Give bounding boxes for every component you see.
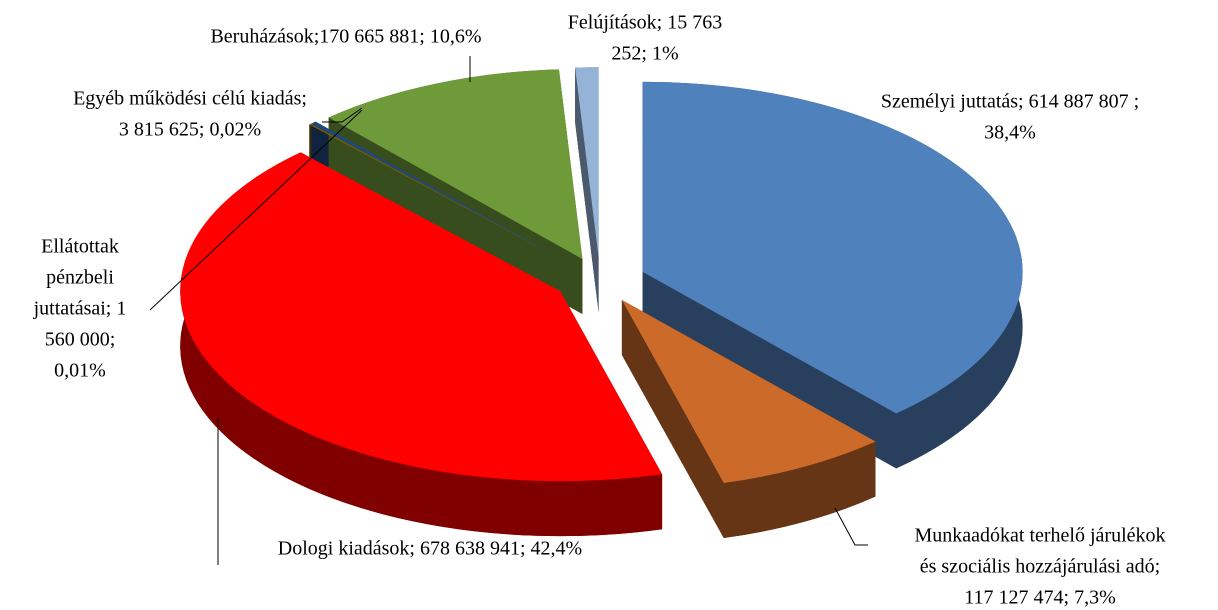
data-label: juttatásai; 1	[33, 298, 127, 320]
pie-slice	[180, 152, 663, 482]
data-label: 117 127 474; 7,3%	[964, 587, 1115, 609]
pie-slice	[642, 81, 1023, 414]
data-label: Felújítások; 15 763	[568, 12, 722, 34]
data-label: Beruházások;170 665 881; 10,6%	[210, 26, 481, 48]
pie-slice	[311, 121, 570, 264]
leader-line	[834, 507, 868, 546]
pie-slice	[309, 123, 569, 264]
leader-line	[322, 107, 363, 123]
data-label: 38,4%	[984, 122, 1036, 144]
data-label: Személyi juttatás; 614 887 807 ;	[881, 91, 1139, 113]
pie-outer-wall	[723, 441, 876, 539]
pie-wall	[621, 299, 724, 539]
data-label: 560 000;	[45, 329, 116, 351]
data-label: pénzbeli	[46, 267, 114, 289]
pie-outer-wall	[180, 152, 663, 537]
data-label: 3 815 625; 0,02%	[119, 119, 261, 141]
pie-slice	[621, 299, 876, 484]
data-label: Egyéb működési célú kiadás;	[73, 88, 307, 110]
data-label: Ellátottak	[41, 236, 119, 258]
data-label: Dologi kiadások; 678 638 941; 42,4%	[278, 538, 582, 560]
pie-wall	[575, 67, 599, 313]
data-label: Munkaadókat terhelő járulékok	[914, 525, 1165, 547]
leader-line	[149, 109, 363, 311]
data-label: és szociális hozzájárulási adó;	[920, 556, 1160, 578]
data-label: 252; 1%	[611, 43, 678, 65]
pie-slice	[328, 69, 583, 259]
pie-slice	[575, 67, 599, 258]
data-label: 0,01%	[54, 360, 106, 382]
